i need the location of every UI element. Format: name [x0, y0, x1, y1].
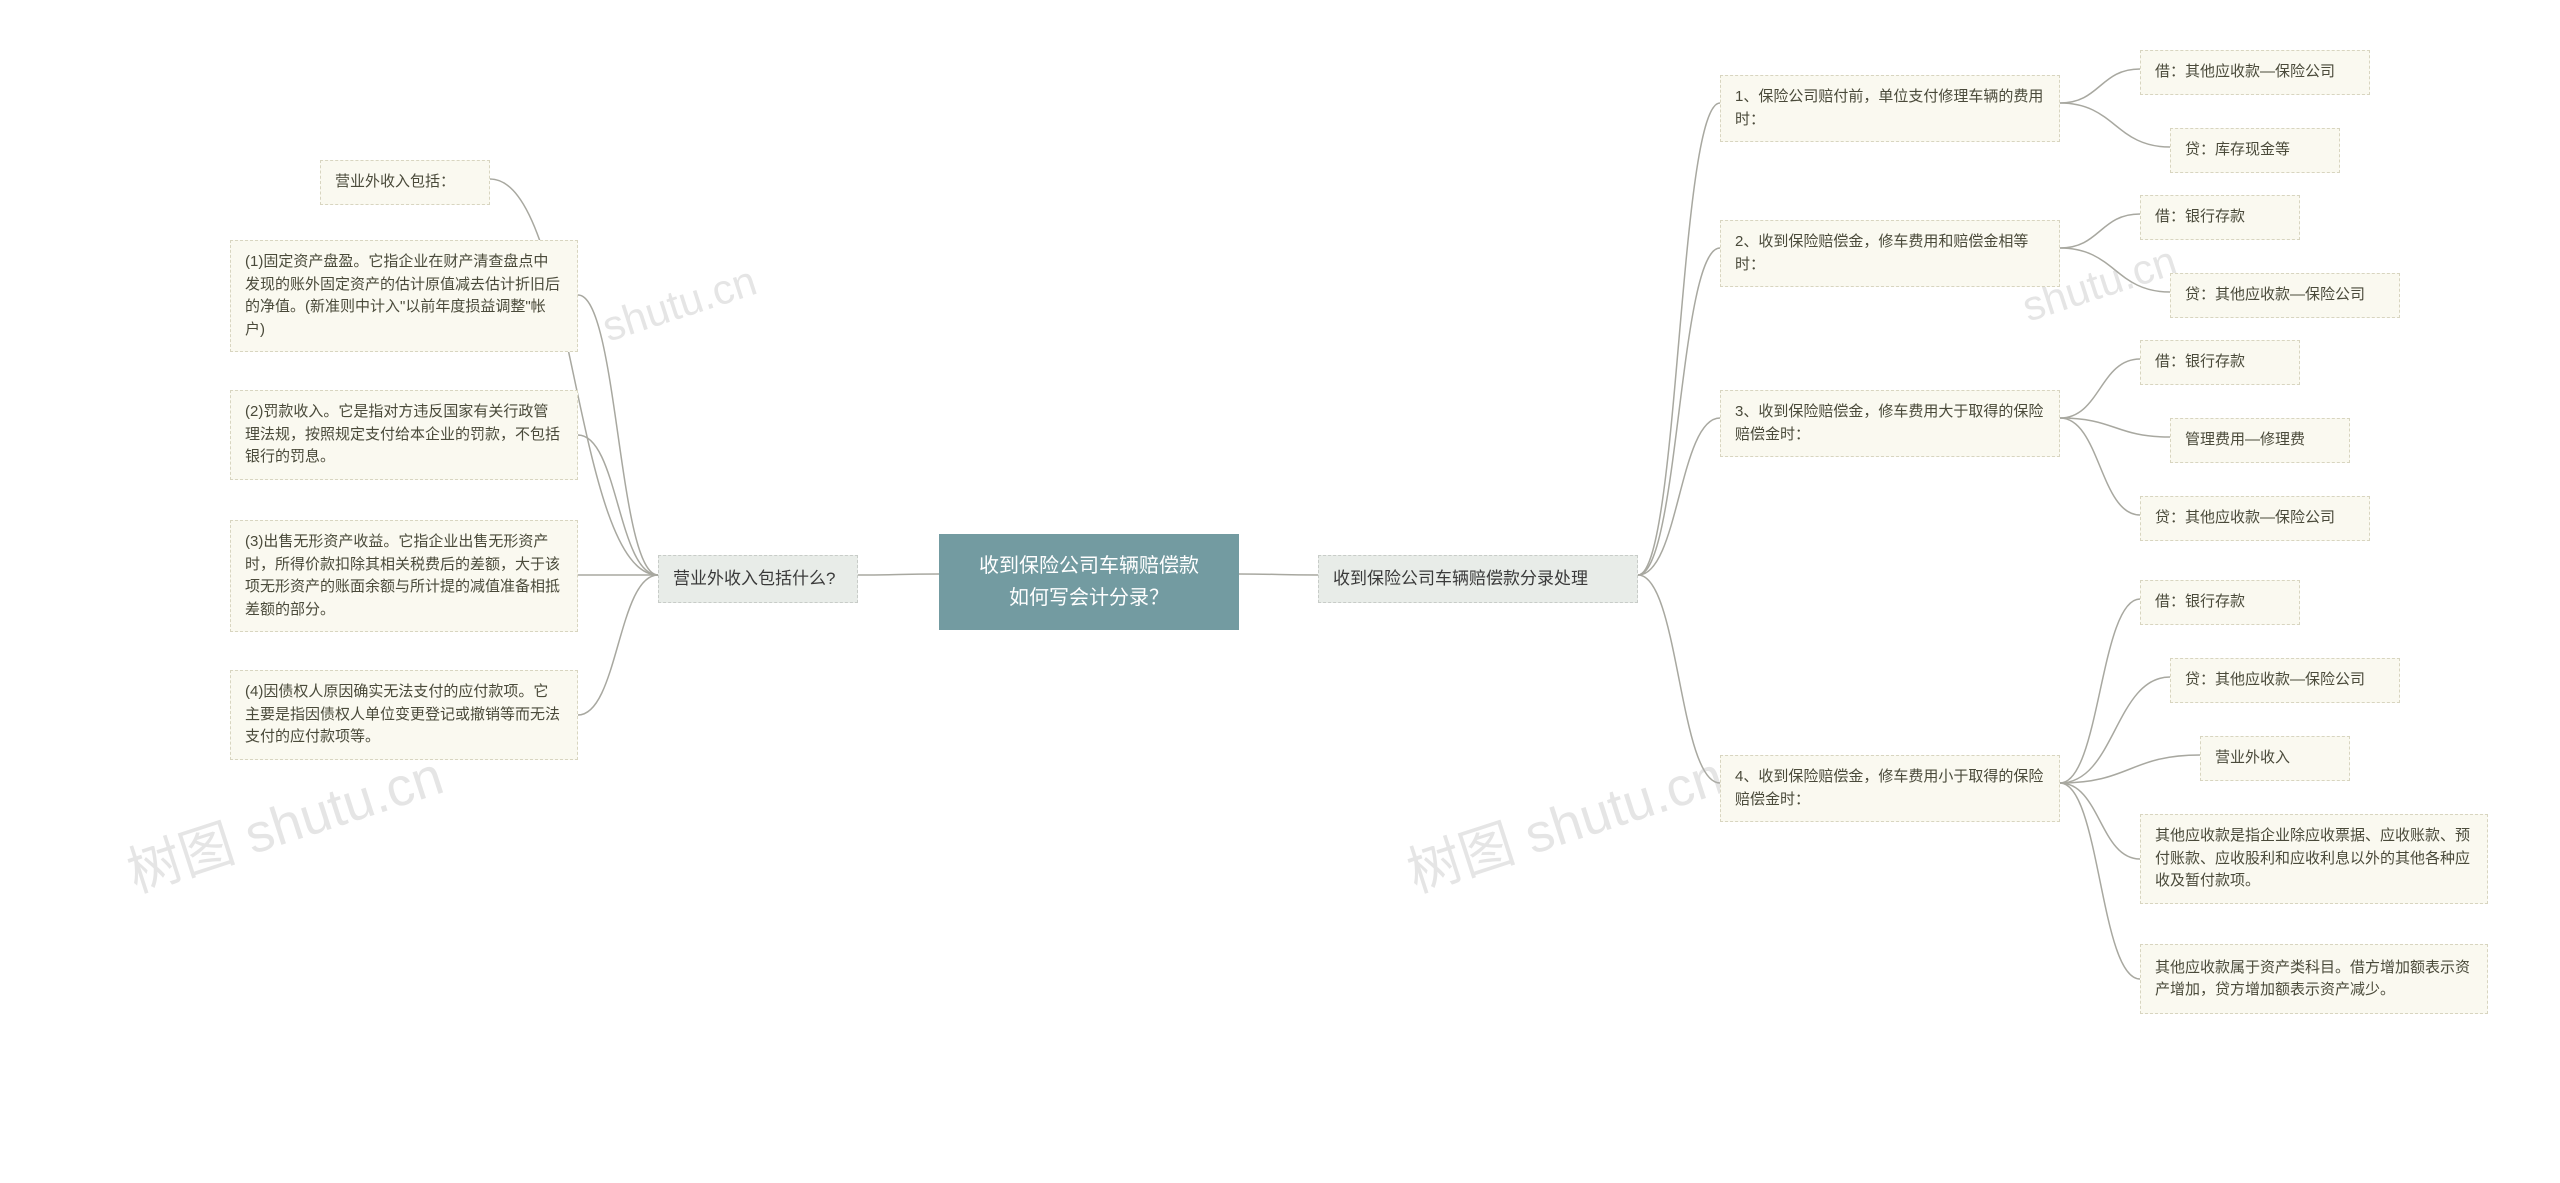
section-title: 4、收到保险赔偿金，修车费用小于取得的保险赔偿金时：	[1720, 755, 2060, 822]
left-item: (1)固定资产盘盈。它指企业在财产清查盘点中发现的账外固定资产的估计原值减去估计…	[230, 240, 578, 352]
entry: 其他应收款是指企业除应收票据、应收账款、预付账款、应收股利和应收利息以外的其他各…	[2140, 814, 2488, 904]
entry: 管理费用—修理费	[2170, 418, 2350, 463]
right-branch: 收到保险公司车辆赔偿款分录处理	[1318, 555, 1638, 603]
watermark: shutu.cn	[596, 257, 762, 352]
left-item: 营业外收入包括：	[320, 160, 490, 205]
entry: 贷：其他应收款—保险公司	[2140, 496, 2370, 541]
left-item: (4)因债权人原因确实无法支付的应付款项。它主要是指因债权人单位变更登记或撤销等…	[230, 670, 578, 760]
section-title: 3、收到保险赔偿金，修车费用大于取得的保险赔偿金时：	[1720, 390, 2060, 457]
section-title: 2、收到保险赔偿金，修车费用和赔偿金相等时：	[1720, 220, 2060, 287]
entry: 借：其他应收款—保险公司	[2140, 50, 2370, 95]
left-item: (3)出售无形资产收益。它指企业出售无形资产时，所得价款扣除其相关税费后的差额，…	[230, 520, 578, 632]
entry: 借：银行存款	[2140, 340, 2300, 385]
entry: 贷：其他应收款—保险公司	[2170, 658, 2400, 703]
entry: 贷：其他应收款—保险公司	[2170, 273, 2400, 318]
section-title: 1、保险公司赔付前，单位支付修理车辆的费用时：	[1720, 75, 2060, 142]
entry: 借：银行存款	[2140, 195, 2300, 240]
root-node: 收到保险公司车辆赔偿款如何写会计分录？	[939, 534, 1239, 630]
left-branch: 营业外收入包括什么?	[658, 555, 858, 603]
entry: 贷：库存现金等	[2170, 128, 2340, 173]
left-item: (2)罚款收入。它是指对方违反国家有关行政管理法规，按照规定支付给本企业的罚款，…	[230, 390, 578, 480]
watermark: 树图 shutu.cn	[1396, 731, 1732, 907]
entry: 营业外收入	[2200, 736, 2350, 781]
entry: 其他应收款属于资产类科目。借方增加额表示资产增加，贷方增加额表示资产减少。	[2140, 944, 2488, 1014]
entry: 借：银行存款	[2140, 580, 2300, 625]
